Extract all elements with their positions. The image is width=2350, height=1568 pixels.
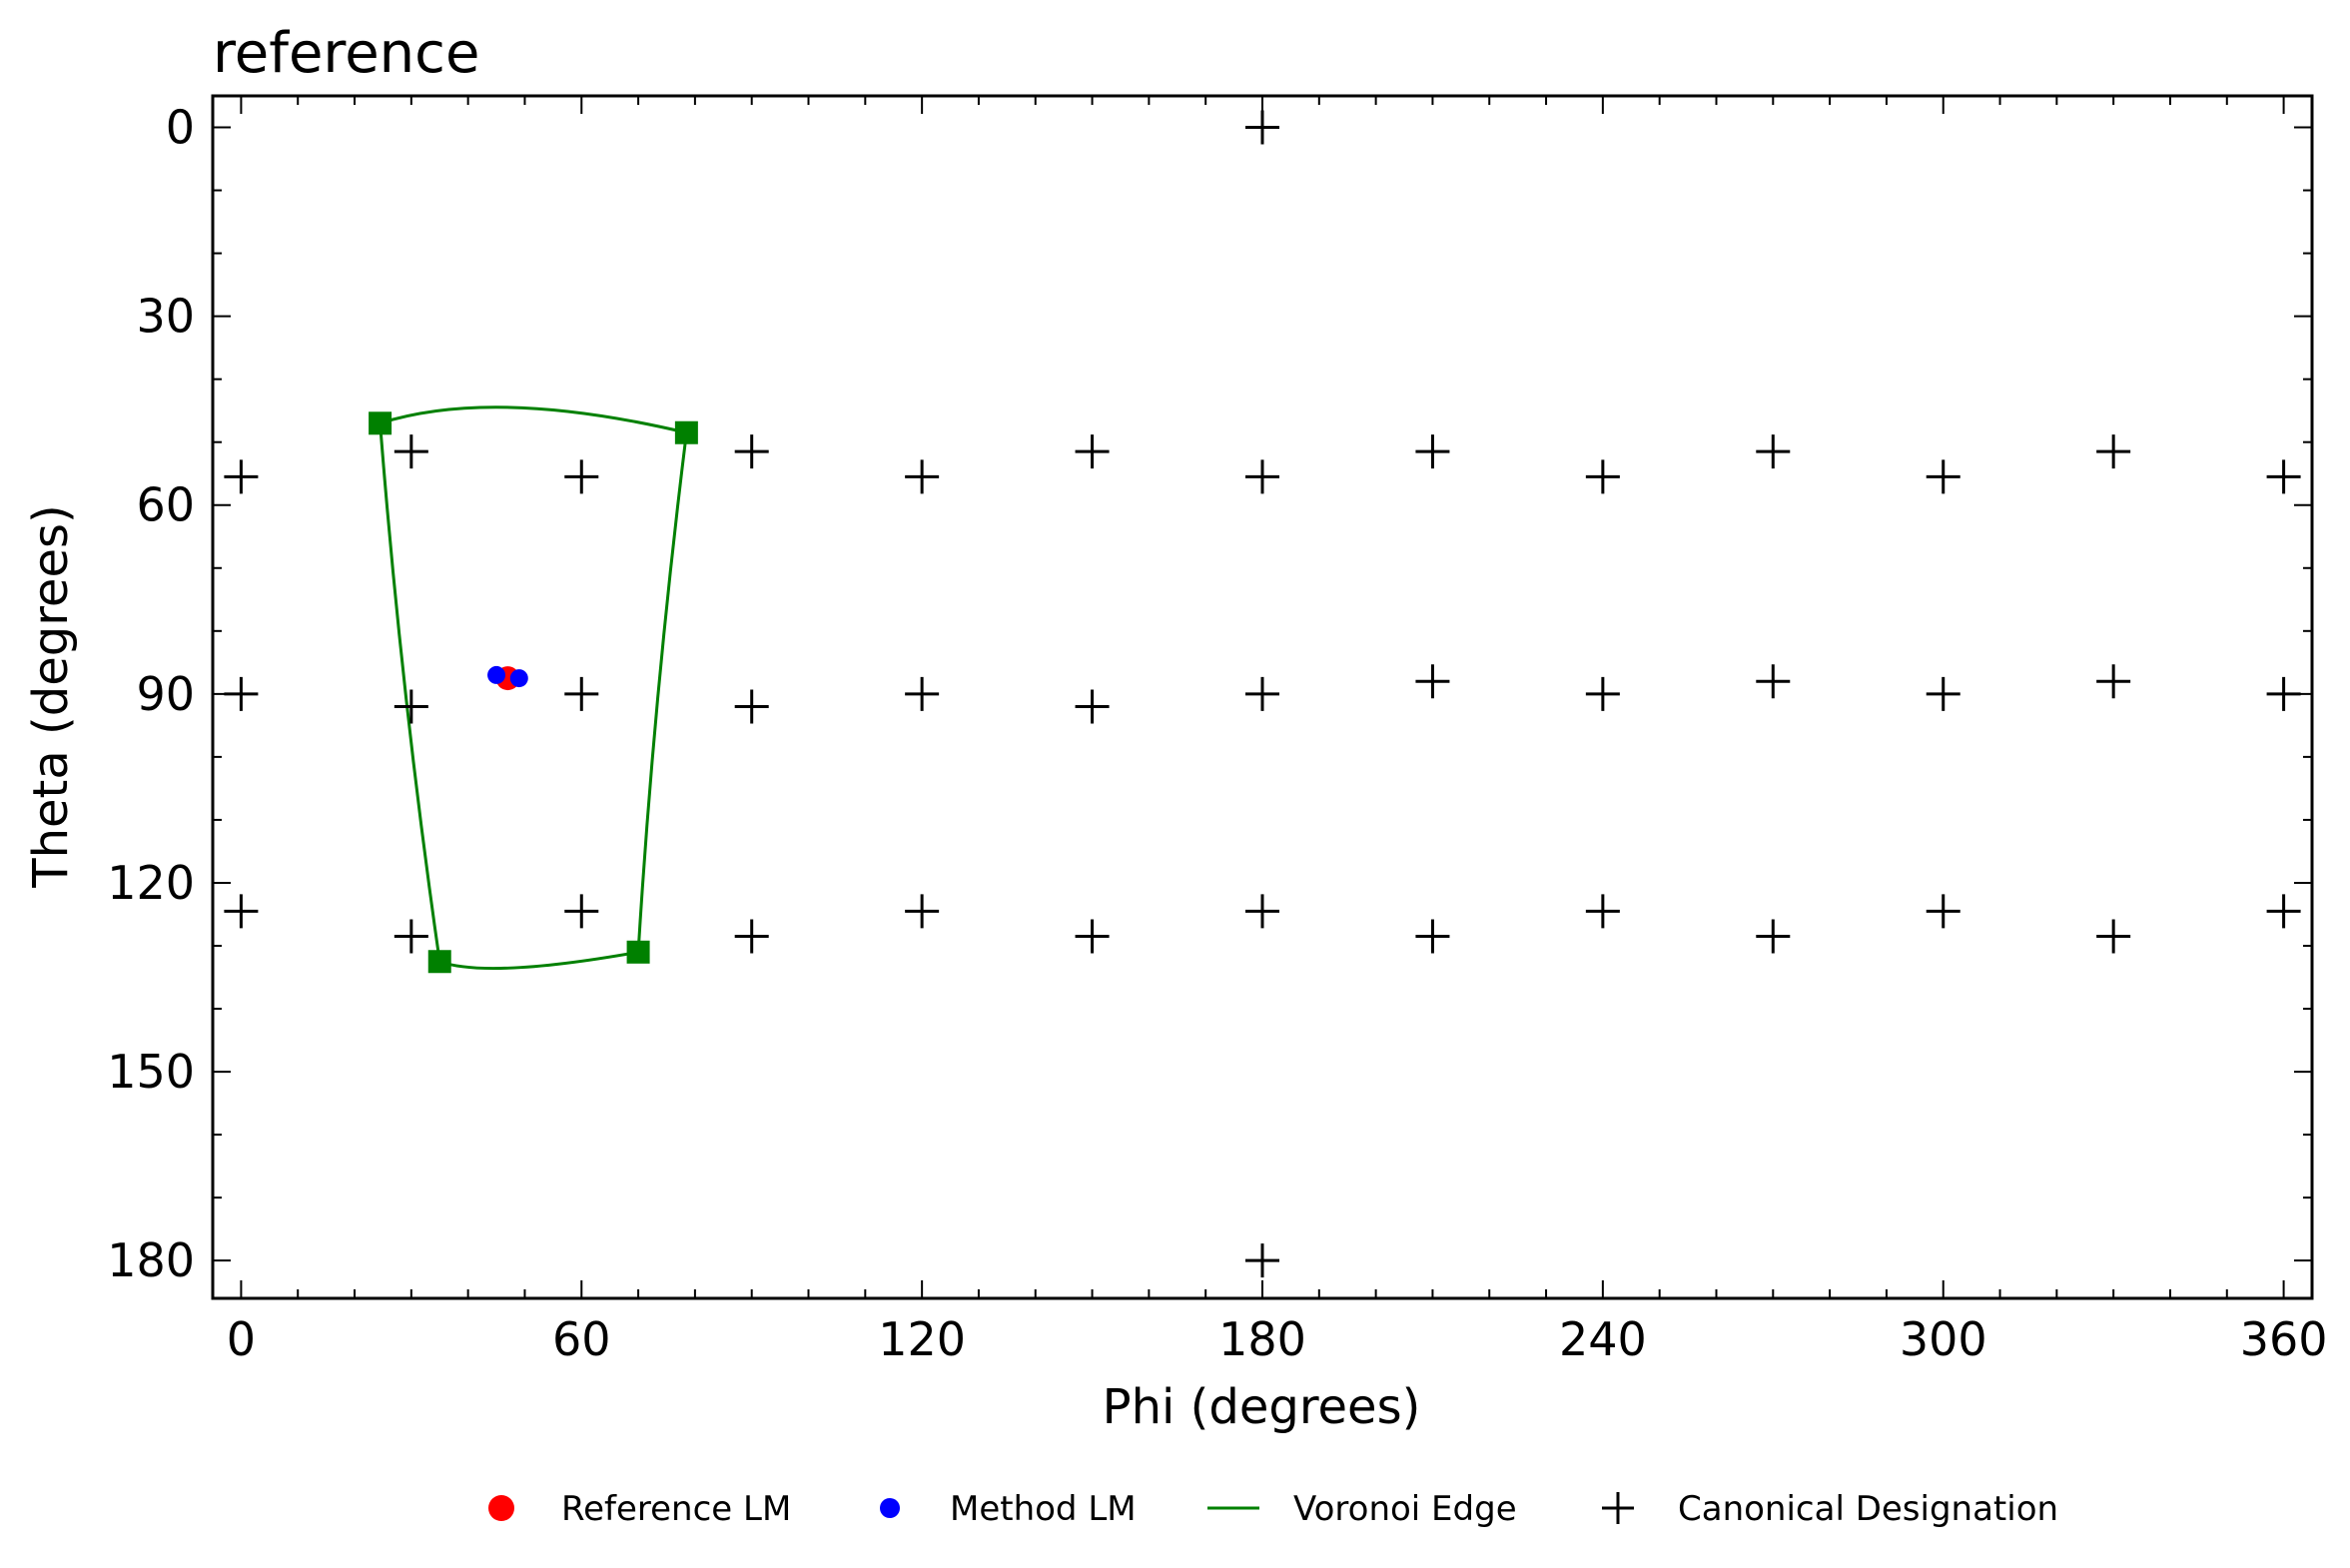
canonical-point: [564, 894, 599, 929]
canonical-point: [1756, 434, 1791, 469]
canonical-point: [224, 676, 259, 711]
canonical-point: [393, 434, 428, 469]
y-tick-label: 180: [107, 1233, 195, 1287]
legend-label: Method LM: [950, 1489, 1137, 1529]
canonical-point: [905, 676, 940, 711]
canonical-point: [2096, 919, 2131, 954]
canonical-point: [734, 689, 769, 724]
canonical-point: [2266, 676, 2301, 711]
canonical-point: [1245, 1243, 1279, 1278]
canonical-point: [564, 676, 599, 711]
x-tick-label: 0: [227, 1312, 256, 1366]
canonical-point: [1926, 459, 1960, 494]
x-tick-label: 120: [878, 1312, 966, 1366]
y-tick-label: 120: [107, 856, 195, 910]
canonical-point: [1075, 434, 1110, 469]
canonical-point: [224, 894, 259, 929]
canonical-point: [224, 459, 259, 494]
voronoi-edge: [636, 432, 688, 953]
x-tick-label: 240: [1559, 1312, 1647, 1366]
legend-marker-reference: [488, 1495, 514, 1521]
voronoi-vertex: [674, 420, 698, 444]
canonical-point: [1756, 919, 1791, 954]
canonical-point: [2266, 459, 2301, 494]
canonical-point: [1585, 676, 1620, 711]
voronoi-edge: [379, 422, 441, 962]
legend: Reference LM Method LM Voronoi Edge Canonic…: [488, 1489, 2058, 1529]
y-tick-label: 30: [136, 290, 195, 344]
canonical-point: [905, 894, 940, 929]
y-tick-label: 0: [166, 101, 195, 155]
y-axis-label: Theta (degrees): [23, 504, 79, 888]
legend-marker-method: [880, 1498, 900, 1518]
canonical-point: [1415, 919, 1450, 954]
x-tick-label: 60: [552, 1312, 611, 1366]
y-tick-label: 90: [136, 667, 195, 721]
canonical-point: [1415, 434, 1450, 469]
canonical-point: [905, 459, 940, 494]
canonical-point: [734, 919, 769, 954]
canonical-point: [393, 919, 428, 954]
method-lm-point: [487, 665, 506, 684]
canonical-point: [1756, 664, 1791, 699]
y-tick-label: 150: [107, 1045, 195, 1099]
canonical-point: [734, 434, 769, 469]
voronoi-vertex: [626, 940, 650, 964]
canonical-point: [1245, 676, 1279, 711]
canonical-point: [564, 459, 599, 494]
chart-title: reference: [213, 21, 479, 86]
x-tick-label: 180: [1218, 1312, 1306, 1366]
method-lm-point: [509, 669, 528, 688]
canonical-point: [1245, 894, 1279, 929]
canonical-point: [1075, 689, 1110, 724]
x-tick-label: 300: [1900, 1312, 1987, 1366]
legend-label: Reference LM: [561, 1489, 791, 1529]
voronoi-vertex: [427, 950, 451, 974]
voronoi-vertex: [369, 411, 392, 435]
canonical-point: [2266, 894, 2301, 929]
voronoi-edge: [438, 950, 639, 971]
legend-item: Canonical Designation: [1602, 1489, 2058, 1529]
legend-label: Voronoi Edge: [1293, 1489, 1517, 1529]
plot-area: 0 60 120 180 240 300 360 0 30 60 90 120 150 180: [107, 94, 2328, 1366]
legend-item: Reference LM: [488, 1489, 791, 1529]
canonical-point: [2096, 434, 2131, 469]
canonical-point: [1585, 459, 1620, 494]
y-tick-label: 60: [136, 478, 195, 532]
canonical-point: [1585, 894, 1620, 929]
legend-item: Method LM: [880, 1489, 1137, 1529]
canonical-point: [1075, 919, 1110, 954]
canonical-point: [2096, 664, 2131, 699]
legend-label: Canonical Designation: [1678, 1489, 2058, 1529]
legend-item: Voronoi Edge: [1207, 1489, 1517, 1529]
canonical-point: [1415, 664, 1450, 699]
x-tick-label: 360: [2240, 1312, 2328, 1366]
canonical-point: [393, 689, 428, 724]
canonical-point: [1926, 676, 1960, 711]
canonical-point: [1245, 459, 1279, 494]
x-axis-label: Phi (degrees): [1103, 1379, 1421, 1435]
voronoi-edge: [380, 405, 687, 434]
canonical-point: [1245, 110, 1279, 145]
canonical-point: [1926, 894, 1960, 929]
legend-marker-canonical: [1602, 1492, 1634, 1524]
